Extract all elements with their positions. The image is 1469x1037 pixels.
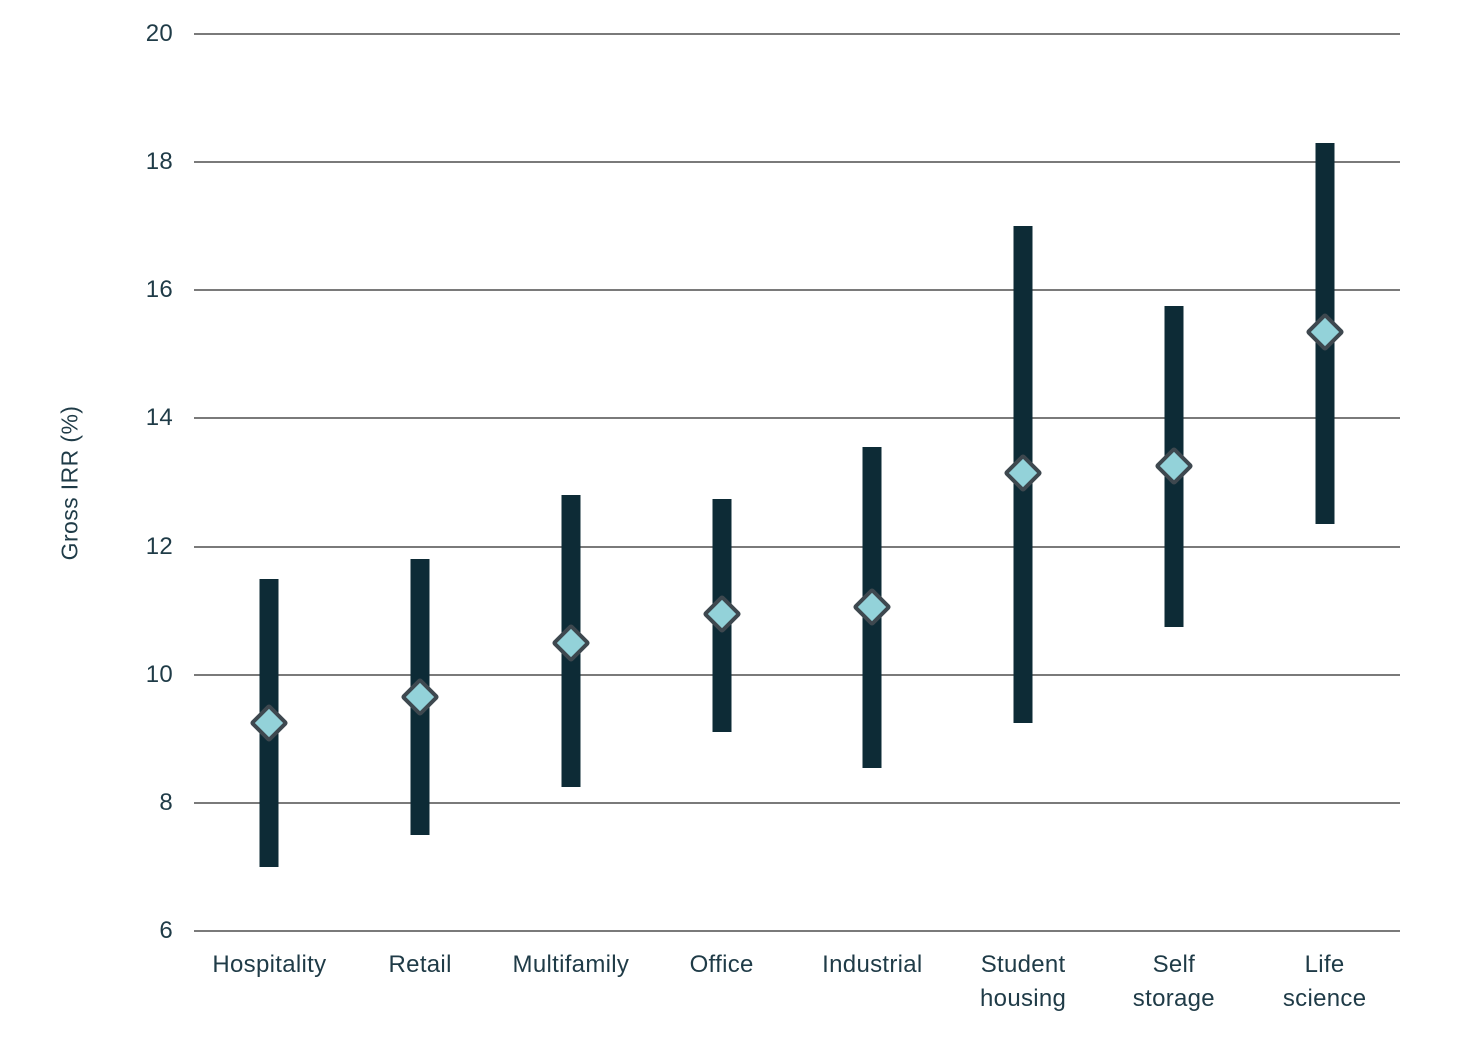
y-tick-label-14: 14 — [145, 404, 173, 432]
midpoint-diamond-marker — [551, 622, 591, 663]
gridline-20 — [194, 33, 1400, 35]
gridline-12 — [194, 545, 1400, 548]
gridline-14 — [194, 417, 1400, 420]
y-tick-label-16: 16 — [145, 276, 173, 304]
category-label: Self storage — [1132, 951, 1215, 1012]
category-label: Student housing — [980, 951, 1067, 1012]
midpoint-diamond-marker — [852, 587, 893, 628]
y-tick-label-10: 10 — [145, 660, 173, 688]
gridline-16 — [194, 289, 1400, 292]
category-label: Hospitality — [212, 951, 327, 978]
y-tick-label-18: 18 — [145, 148, 173, 176]
category-label: Retail — [388, 951, 452, 978]
category-label: Industrial — [822, 951, 923, 978]
category-label: Multifamily — [512, 951, 630, 978]
gridline-6 — [194, 930, 1400, 932]
y-tick-label-12: 12 — [145, 532, 173, 560]
plot-area — [194, 33, 1400, 932]
y-tick-label-6: 6 — [159, 917, 173, 944]
midpoint-diamond-marker — [1154, 446, 1194, 487]
y-tick-label-20: 20 — [145, 20, 173, 47]
midpoint-diamond-marker — [1003, 453, 1043, 493]
gridline-8 — [194, 801, 1400, 804]
category-label: Office — [689, 951, 754, 978]
midpoint-diamond-marker — [701, 594, 742, 634]
gridline-10 — [194, 673, 1400, 676]
gridline-18 — [194, 161, 1400, 164]
midpoint-diamond-marker — [400, 677, 440, 717]
category-label: Life science — [1282, 951, 1367, 1012]
midpoint-diamond-marker — [1304, 312, 1345, 352]
y-tick-label-8: 8 — [159, 788, 173, 816]
midpoint-diamond-marker — [249, 702, 290, 743]
